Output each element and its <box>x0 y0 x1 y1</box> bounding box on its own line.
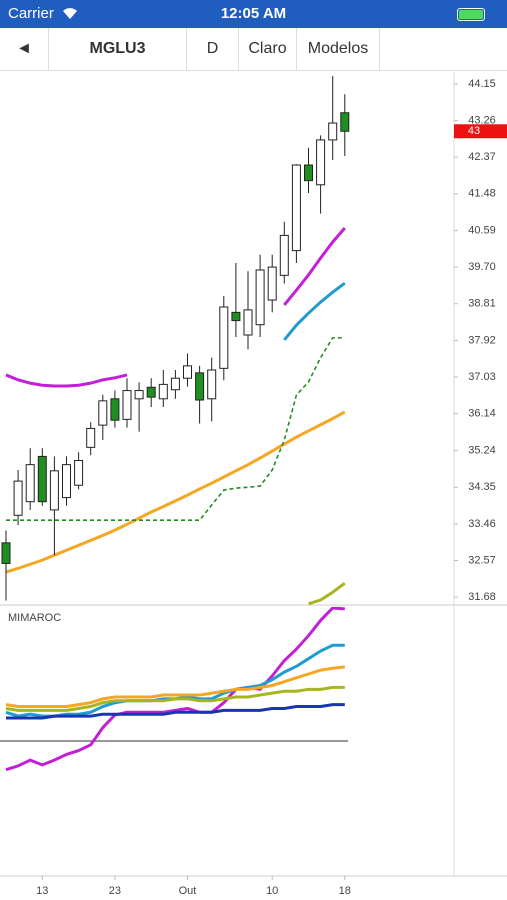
candle-body <box>170 377 180 391</box>
candle-body <box>25 464 35 503</box>
candle-body <box>134 390 144 400</box>
y-tick-label: 38.81 <box>468 298 496 310</box>
indicator-line <box>5 410 346 574</box>
candle-body <box>183 365 192 379</box>
y-tick-label: 44.15 <box>468 78 496 90</box>
candle-body <box>207 369 217 400</box>
y-tick-label: 37.03 <box>468 371 496 383</box>
candle-body <box>231 311 241 322</box>
carrier: Carrier <box>8 5 54 22</box>
battery-icon <box>457 8 485 21</box>
last-price-tag <box>454 124 507 139</box>
y-tick-label: 39.70 <box>468 261 496 273</box>
status-bar: Carrier 12:05 AM <box>0 0 507 28</box>
candle-body <box>219 306 229 369</box>
y-tick-label: 31.68 <box>468 591 496 603</box>
x-tick-label: 13 <box>36 885 48 897</box>
candle-body <box>122 390 132 420</box>
x-tick-label: Out <box>179 885 197 897</box>
indicator-line <box>5 665 345 709</box>
y-tick-label: 40.59 <box>468 224 496 236</box>
candle-body <box>49 470 59 511</box>
candle-body <box>267 266 277 301</box>
candle-body <box>1 542 11 564</box>
candle-body <box>37 455 47 503</box>
candle-body <box>110 398 120 421</box>
candle-body <box>279 234 289 276</box>
candle-body <box>86 427 96 448</box>
toolbar: ◄ MGLU3 D Claro Modelos <box>0 28 507 71</box>
y-tick-label: 35.24 <box>468 445 496 457</box>
indicator-line <box>283 281 346 341</box>
candle-body <box>304 164 313 182</box>
y-tick-label: 36.14 <box>468 408 496 420</box>
candle-body <box>13 480 23 516</box>
indicator-line <box>6 703 345 720</box>
indicator-line <box>308 581 346 605</box>
candle-body <box>74 460 84 486</box>
theme-button[interactable]: Claro <box>239 28 297 70</box>
indicator-line <box>6 337 345 522</box>
candle-body <box>255 269 265 326</box>
y-tick-label: 32.57 <box>468 554 496 566</box>
back-button[interactable]: ◄ <box>0 28 49 70</box>
x-tick-label: 18 <box>339 885 351 897</box>
symbol-button[interactable]: MGLU3 <box>49 28 187 70</box>
candle-body <box>98 400 108 426</box>
clock: 12:05 AM <box>220 5 287 22</box>
last-price-label: 43 <box>468 125 480 137</box>
wifi-icon <box>63 8 77 19</box>
indicator-title: MIMAROC <box>8 612 61 624</box>
candle-body <box>195 372 205 401</box>
y-tick-label: 37.92 <box>468 334 496 346</box>
indicator-line <box>5 607 345 772</box>
y-tick-label: 41.48 <box>468 188 496 200</box>
y-tick-label: 42.37 <box>468 151 496 163</box>
candle-body <box>158 383 168 400</box>
candle-body <box>291 164 301 252</box>
indicator-line <box>5 227 346 388</box>
candle-body <box>340 112 350 132</box>
indicator-line <box>5 685 345 712</box>
x-tick-label: 10 <box>266 885 278 897</box>
x-tick-label: 23 <box>109 885 121 897</box>
y-tick-label: 43.26 <box>468 114 496 126</box>
models-button[interactable]: Modelos <box>297 28 380 70</box>
period-button[interactable]: D <box>187 28 239 70</box>
candle-body <box>316 139 326 186</box>
candle-body <box>243 309 253 336</box>
y-tick-label: 34.35 <box>468 481 496 493</box>
candle-body <box>146 386 156 398</box>
candle-body <box>328 122 338 141</box>
y-tick-label: 33.46 <box>468 518 496 530</box>
candle-body <box>62 464 71 499</box>
